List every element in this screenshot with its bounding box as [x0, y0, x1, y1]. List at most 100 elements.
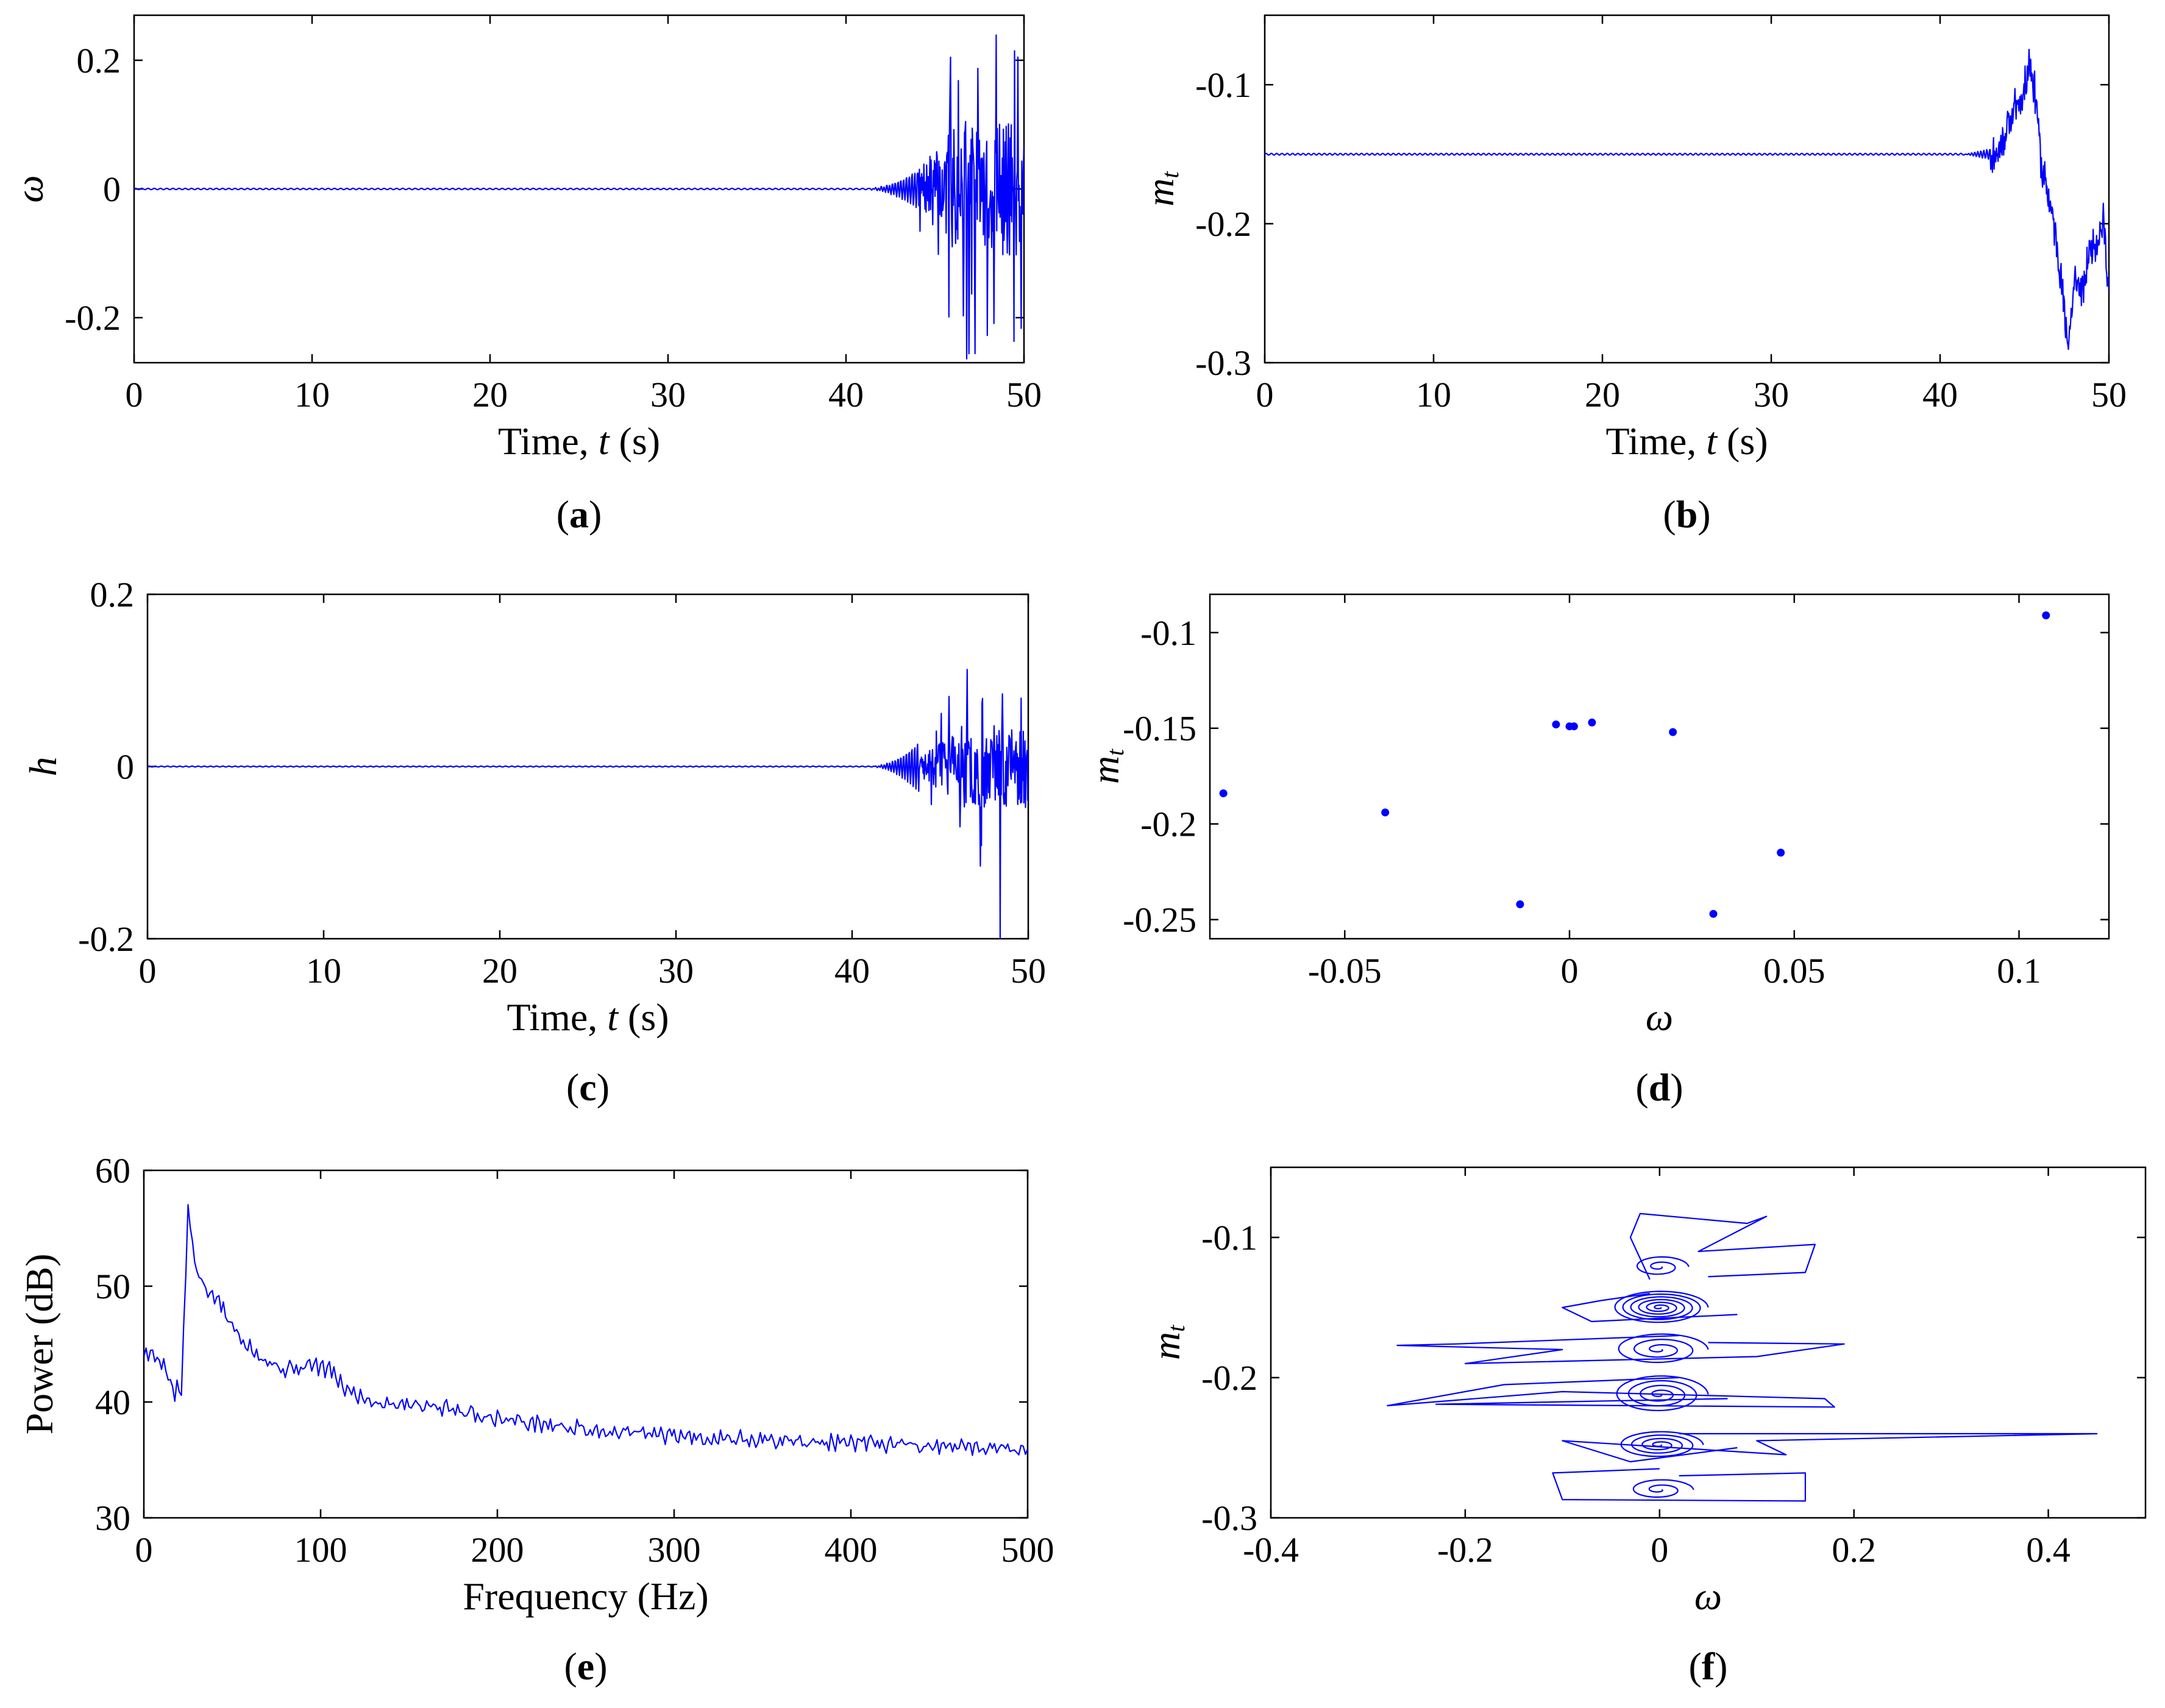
plot-area [1219, 611, 2050, 918]
x-tick-label: 0 [1651, 1530, 1668, 1570]
scatter-point [1570, 722, 1578, 731]
phase-excursion [1387, 1376, 1835, 1408]
series-line [1265, 48, 2109, 350]
plot-area [134, 34, 1024, 360]
scatter-point [1552, 720, 1560, 728]
panel-label: (b) [1663, 493, 1710, 536]
x-tick-label: -0.2 [1437, 1530, 1493, 1570]
x-tick-label: 10 [1416, 375, 1451, 415]
y-axis-label: ω [8, 175, 51, 202]
y-tick-label: -0.2 [1140, 805, 1196, 844]
x-tick-label: 0 [139, 951, 157, 991]
x-tick-label: 0 [1561, 951, 1579, 991]
phase-spiral [1618, 1333, 1709, 1364]
y-axis-label: h [21, 757, 65, 777]
y-tick-label: -0.1 [1195, 65, 1251, 105]
y-tick-label: -0.3 [1195, 343, 1251, 383]
y-tick-label: 0.2 [77, 41, 121, 80]
scatter-point [1669, 728, 1677, 736]
y-tick-label: -0.1 [1201, 1218, 1257, 1258]
x-tick-label: 30 [1754, 375, 1789, 415]
axes-frame [143, 1169, 1029, 1519]
y-tick-label: 50 [95, 1267, 130, 1306]
x-tick-label: 0 [135, 1530, 153, 1570]
x-tick-label: 30 [650, 375, 686, 415]
x-tick-label: 500 [1001, 1530, 1054, 1570]
x-tick-label: 0 [126, 375, 143, 415]
panel-d: -0.05 0 0.05 0.1 -0.25 -0.2 -0.15 -0.1 ω mt (d) [1084, 593, 2110, 1109]
x-tick-label: 0.4 [2026, 1530, 2071, 1570]
x-tick-label: 40 [834, 951, 870, 991]
phase-excursion [1562, 1292, 1738, 1323]
phase-excursion [1629, 1212, 1816, 1280]
y-tick-label: -0.2 [78, 919, 134, 959]
y-tick-label: -0.15 [1123, 709, 1196, 749]
y-tick-label: 0.2 [90, 575, 135, 614]
panel-b: 0 10 20 30 40 50 -0.3 -0.2 -0.1 Time, t (s) mt (b) [1139, 14, 2127, 536]
x-tick-label: 20 [472, 375, 508, 415]
series-line [144, 1204, 1028, 1456]
x-axis-label: Frequency (Hz) [463, 1575, 708, 1618]
scatter-point [1709, 909, 1718, 918]
x-tick-label: 10 [306, 951, 341, 991]
x-tick-label: 40 [1922, 375, 1958, 415]
x-tick-label: -0.4 [1243, 1530, 1299, 1570]
y-tick-label: -0.2 [1195, 204, 1251, 244]
x-tick-label: 100 [294, 1530, 347, 1570]
y-tick-label: 40 [95, 1382, 130, 1422]
x-tick-label: 50 [1011, 951, 1046, 991]
y-tick-label: -0.3 [1201, 1498, 1257, 1538]
y-tick-label: 0 [116, 747, 134, 787]
panel-label: (c) [566, 1066, 610, 1109]
y-tick-label: -0.2 [1201, 1358, 1257, 1398]
plot-area [1265, 48, 2109, 350]
x-tick-label: 0.1 [1997, 951, 2041, 991]
scatter-point [1777, 849, 1785, 857]
plot-area [148, 669, 1028, 939]
x-tick-label: 20 [1585, 375, 1620, 415]
phase-excursion [1552, 1468, 1806, 1502]
panel-label: (d) [1635, 1066, 1683, 1109]
y-axis-label: mt [1084, 749, 1129, 784]
panel-label: (a) [556, 493, 602, 536]
y-tick-label: -0.1 [1140, 613, 1196, 653]
scatter-point [1516, 900, 1524, 908]
y-axis-label: Power (dB) [18, 1254, 61, 1435]
x-tick-label: 30 [658, 951, 694, 991]
x-axis-label: ω [1694, 1575, 1722, 1618]
panel-label: (f) [1689, 1645, 1728, 1688]
x-tick-label: 200 [471, 1530, 524, 1570]
phase-spiral [1620, 1431, 1704, 1457]
scatter-point [1588, 718, 1596, 727]
x-tick-label: 50 [1006, 375, 1042, 415]
x-tick-label: 0 [1256, 375, 1274, 415]
scatter-point [1381, 808, 1390, 817]
y-tick-label: -0.2 [65, 298, 121, 338]
axes-frame [1264, 14, 2110, 364]
y-tick-label: 0 [103, 169, 121, 209]
panel-e: 0 100 200 300 400 500 30 40 50 60 Frequency (Hz) Po… [18, 1151, 1054, 1688]
x-tick-label: 300 [648, 1530, 701, 1570]
x-tick-label: 0.2 [1832, 1530, 1876, 1570]
x-tick-label: 20 [482, 951, 517, 991]
x-tick-label: 40 [828, 375, 864, 415]
axes-frame [1209, 593, 2110, 940]
panel-label: (e) [564, 1645, 607, 1688]
scatter-point [1219, 789, 1228, 797]
x-tick-label: 10 [294, 375, 330, 415]
scatter-point [2042, 611, 2050, 620]
y-tick-label: 60 [95, 1151, 130, 1190]
panel-f: -0.4 -0.2 0 0.2 0.4 -0.3 -0.2 -0.1 ω mt (f) [1145, 1166, 2147, 1688]
x-tick-label: 50 [2091, 375, 2127, 415]
x-tick-label: -0.05 [1308, 951, 1382, 991]
y-tick-label: -0.25 [1123, 900, 1196, 940]
plot-area [144, 1204, 1028, 1456]
x-axis-label: Time, t (s) [1605, 419, 1768, 463]
x-axis-label: Time, t (s) [507, 995, 669, 1039]
phase-excursion [1396, 1334, 1845, 1365]
phase-excursion [1562, 1432, 2098, 1463]
series-line [134, 34, 1024, 360]
y-axis-label: mt [1139, 171, 1184, 206]
